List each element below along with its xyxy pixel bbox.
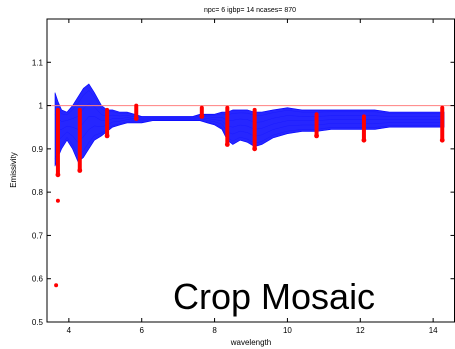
y-tick-label-4: 0.9 [32, 145, 44, 154]
x-tick-labels: 4 6 8 10 12 14 [67, 326, 439, 335]
marker-point-7 [252, 146, 258, 152]
x-tick-label-4: 4 [67, 326, 72, 335]
y-tick-label-6: 1.1 [32, 58, 44, 67]
chart-title: npc= 6 igbp= 14 ncases= 870 [204, 7, 296, 14]
spectrum-line-3 [55, 116, 445, 130]
marker-point-10 [439, 137, 445, 143]
marker-point-8 [314, 133, 319, 139]
x-tick-label-6: 6 [139, 326, 144, 335]
marker-point-9 [361, 137, 367, 143]
marker-point-2 [77, 168, 83, 173]
x-axis-label: wavelength [230, 338, 271, 347]
marker-point-5 [199, 113, 205, 119]
overlay-caption: Crop Mosaic [173, 276, 375, 317]
spectrum-line-5 [54, 90, 445, 118]
marker-point-1 [55, 172, 61, 178]
marker-point-4 [133, 116, 139, 121]
marker-layer [54, 103, 445, 288]
marker-point-6 [224, 142, 230, 147]
spectrum-line-2 [54, 118, 445, 145]
x-tick-label-8: 8 [212, 326, 217, 335]
y-tick-label-3: 0.8 [32, 188, 44, 197]
outlier-point-2 [55, 198, 60, 203]
y-tick-labels: 0.5 0.6 0.7 0.8 0.9 1 1.1 [32, 58, 44, 327]
spectrum-line-1 [54, 119, 445, 159]
y-tick-label-5: 1 [39, 102, 44, 111]
spectrum-line-4 [54, 103, 445, 123]
plot-area [47, 19, 455, 322]
y-axis-label: Emissivity [9, 152, 18, 188]
marker-point-3 [104, 133, 110, 139]
outlier-point-1 [54, 283, 59, 288]
y-tick-label-1: 0.6 [32, 275, 44, 284]
x-tick-label-10: 10 [283, 326, 292, 335]
y-tick-label-2: 0.7 [32, 231, 44, 240]
x-tick-label-12: 12 [356, 326, 365, 335]
y-tick-label-0: 0.5 [32, 318, 44, 327]
x-tick-label-14: 14 [429, 326, 438, 335]
